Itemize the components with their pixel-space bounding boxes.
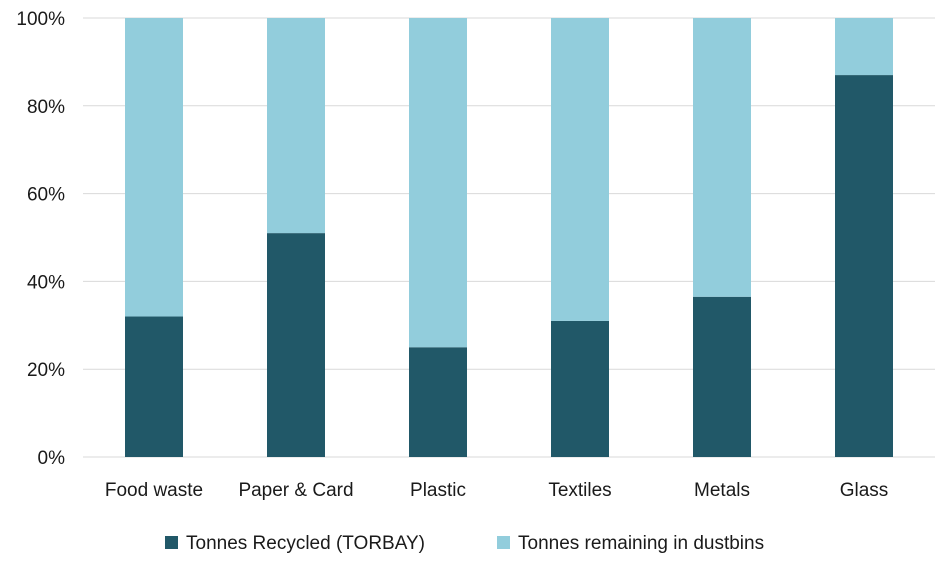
bar-segment-recycled [835, 75, 893, 457]
legend: Tonnes Recycled (TORBAY) Tonnes remaining… [165, 533, 764, 554]
x-category-label: Plastic [410, 480, 466, 501]
bar-segment-recycled [551, 320, 609, 457]
y-tick-label: 60% [27, 185, 65, 206]
bar-segment-recycled [693, 296, 751, 457]
y-tick-label: 80% [27, 97, 65, 118]
bar-segment-remaining [835, 18, 893, 76]
bar-segment-remaining [551, 18, 609, 321]
gridlines [83, 17, 935, 458]
bar-segment-recycled [267, 233, 325, 457]
y-axis-ticks: 0% 20% 40% 60% 80% 100% [16, 9, 65, 469]
y-tick-label: 0% [38, 448, 66, 469]
bar-segment-remaining [267, 18, 325, 234]
legend-label: Tonnes remaining in dustbins [518, 533, 764, 554]
x-axis-categories: Food waste Paper & Card Plastic Textiles Met… [105, 480, 888, 501]
bar-segment-remaining [693, 18, 751, 297]
bars [125, 18, 893, 457]
y-tick-label: 20% [27, 360, 65, 381]
bar-segment-remaining [125, 18, 183, 317]
x-category-label: Metals [694, 480, 750, 501]
y-tick-label: 40% [27, 272, 65, 293]
bar-segment-recycled [409, 347, 467, 457]
bar-segment-recycled [125, 316, 183, 457]
x-category-label: Glass [840, 480, 889, 501]
legend-swatch [165, 536, 178, 549]
legend-label: Tonnes Recycled (TORBAY) [186, 533, 425, 554]
y-tick-label: 100% [16, 9, 65, 30]
bar-segment-remaining [409, 18, 467, 348]
x-category-label: Textiles [548, 480, 611, 501]
legend-swatch [497, 536, 510, 549]
x-category-label: Paper & Card [238, 480, 353, 501]
x-category-label: Food waste [105, 480, 203, 501]
